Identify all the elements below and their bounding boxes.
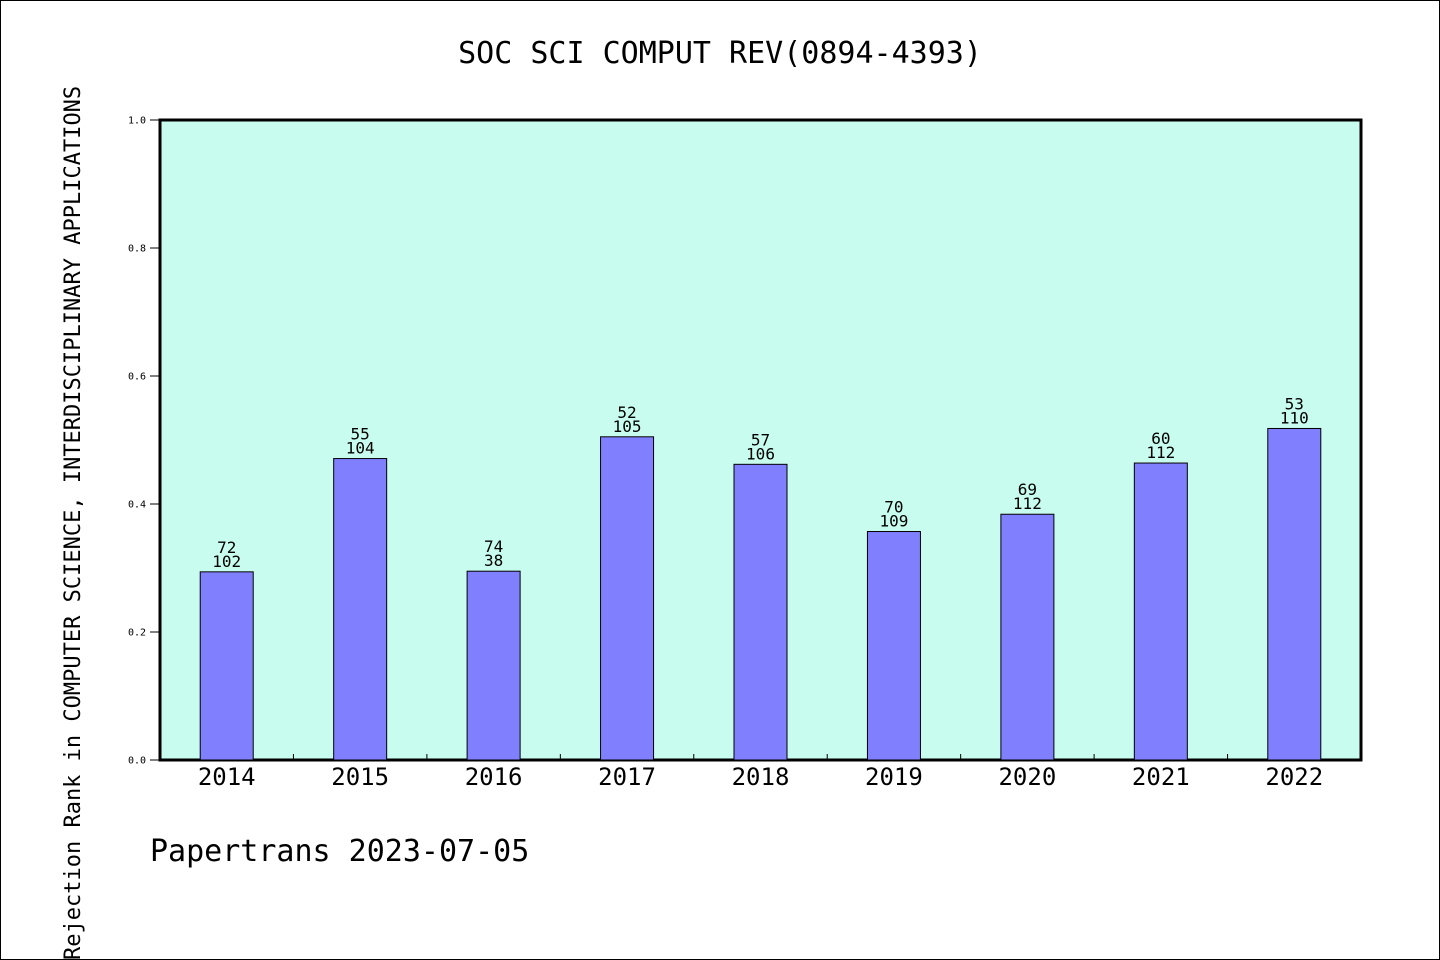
x-tick-label: 2019 — [865, 763, 923, 791]
bar-label-top: 55 — [351, 425, 370, 444]
bar-label-top: 69 — [1018, 480, 1037, 499]
y-tick-label: 0.4 — [128, 500, 146, 511]
x-tick-label: 2015 — [331, 763, 389, 791]
bar-label-top: 70 — [884, 498, 903, 517]
x-tick-label: 2016 — [465, 763, 523, 791]
bar-label-top: 53 — [1285, 394, 1304, 413]
x-tick-label: 2018 — [732, 763, 790, 791]
bar-2018 — [733, 463, 788, 761]
x-tick-label: 2021 — [1132, 763, 1190, 791]
bar-2014 — [199, 571, 254, 761]
bar-label-bottom: 102 — [212, 552, 241, 571]
x-axis: 2014 2015 2016 2017 2018 2019 2020 2021 2022 — [198, 754, 1323, 791]
bar-2020 — [1000, 513, 1055, 761]
y-tick-label: 1.0 — [128, 116, 146, 127]
x-tick-label: 2022 — [1265, 763, 1323, 791]
y-axis: 0.0 0.2 0.4 0.6 0.8 1.0 — [128, 116, 160, 767]
bar-label-bottom: 109 — [879, 512, 908, 531]
bar-2022 — [1267, 427, 1322, 761]
bar-2015 — [333, 458, 388, 761]
bar-label-bottom: 105 — [613, 417, 642, 436]
bar-2019 — [866, 531, 921, 761]
bar-label-bottom: 110 — [1280, 408, 1309, 427]
y-tick-label: 0.6 — [128, 372, 146, 383]
bar-2016 — [466, 570, 521, 761]
x-tick-label: 2017 — [598, 763, 656, 791]
bar-label-top: 60 — [1151, 429, 1170, 448]
y-tick-label: 0.0 — [128, 756, 146, 767]
bar-label-top: 52 — [617, 403, 636, 422]
bar-label-bottom: 106 — [746, 444, 775, 463]
x-tick-label: 2014 — [198, 763, 256, 791]
bar-label-top: 72 — [217, 538, 236, 557]
y-tick-label: 0.8 — [128, 244, 146, 255]
bar-label-bottom: 112 — [1013, 494, 1042, 513]
bar-label-bottom: 104 — [346, 439, 375, 458]
footer-text: Papertrans 2023-07-05 — [150, 834, 530, 869]
bar-label-top: 57 — [751, 430, 770, 449]
bar-2021 — [1133, 462, 1188, 761]
bar-label-top: 74 — [484, 537, 503, 556]
bar-label-bottom: 112 — [1146, 443, 1175, 462]
bars: 7210255104743852105571067010969112601125… — [199, 394, 1322, 761]
y-tick-label: 0.2 — [128, 628, 146, 639]
bar-2017 — [600, 436, 655, 761]
x-tick-label: 2020 — [998, 763, 1056, 791]
chart-title: SOC SCI COMPUT REV(0894-4393) — [458, 36, 982, 71]
bar-label-bottom: 38 — [484, 551, 503, 570]
